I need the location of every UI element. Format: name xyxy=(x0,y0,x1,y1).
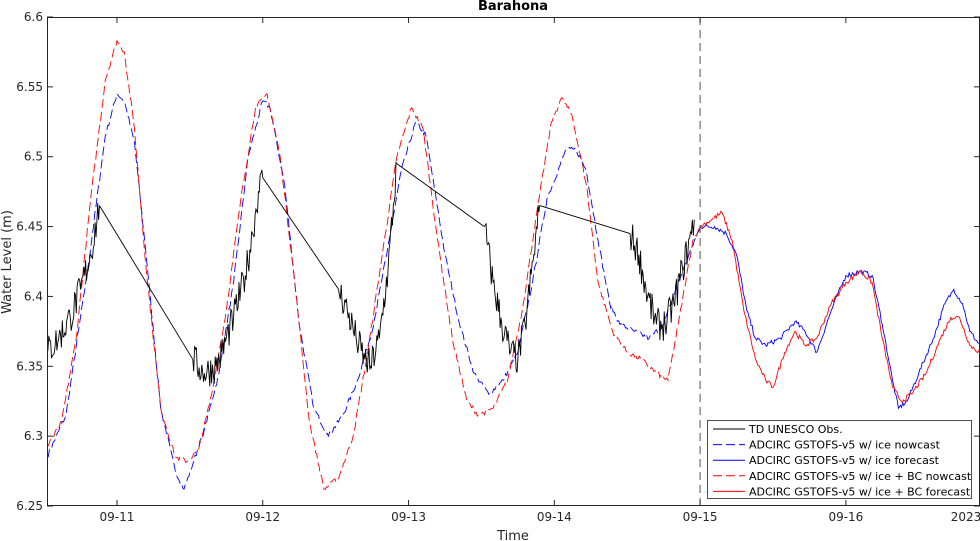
legend-box xyxy=(707,420,972,499)
obs-segment xyxy=(262,177,339,290)
legend: TD UNESCO Obs. ADCIRC GSTOFS-v5 w/ ice no… xyxy=(707,420,972,499)
series-4 xyxy=(699,210,980,404)
legend-label: TD UNESCO Obs. xyxy=(748,423,843,436)
axis-ticks: 09-11 09-12 09-13 09-14 09-15 09-16 6.25 6.3 6.3… xyxy=(16,10,980,524)
obs-segment xyxy=(539,205,631,235)
series-0 xyxy=(47,161,695,387)
obs-segment xyxy=(192,340,223,387)
y-axis-label: Water Level (m) xyxy=(0,210,15,314)
legend-label: ADCIRC GSTOFS-v5 w/ ice + BC forecast xyxy=(749,485,971,498)
legend-label: ADCIRC GSTOFS-v5 w/ ice forecast xyxy=(749,454,940,467)
obs-segment xyxy=(483,205,541,373)
x-axis-label: Time xyxy=(496,529,529,541)
obs-segment xyxy=(99,205,194,360)
y-tick-label: 6.55 xyxy=(16,80,43,94)
series-3 xyxy=(47,39,701,491)
obs-segment xyxy=(338,161,398,373)
x-tick-label: 09-14 xyxy=(537,510,572,524)
series-2 xyxy=(699,224,980,410)
legend-label: ADCIRC GSTOFS-v5 w/ ice + BC nowcast xyxy=(749,470,972,483)
series-1 xyxy=(47,92,701,490)
x-tick-label: 09-13 xyxy=(391,510,426,524)
y-tick-label: 6.6 xyxy=(24,10,43,24)
x-tick-label: 09-12 xyxy=(245,510,280,524)
obs-segment xyxy=(47,203,100,359)
series-line xyxy=(699,224,980,410)
obs-segment xyxy=(396,163,485,227)
series-line xyxy=(699,210,980,404)
x-tick-label: 09-16 xyxy=(828,510,863,524)
y-tick-label: 6.5 xyxy=(24,150,43,164)
obs-segment xyxy=(221,169,264,354)
legend-label: ADCIRC GSTOFS-v5 w/ ice nowcast xyxy=(749,439,941,452)
x-tick-label: 09-11 xyxy=(100,510,135,524)
obs-segment xyxy=(629,219,695,341)
y-tick-label: 6.3 xyxy=(24,429,43,443)
x-tick-label: 09-15 xyxy=(683,510,718,524)
y-tick-label: 6.25 xyxy=(16,499,43,513)
chart-title: Barahona xyxy=(478,0,548,14)
y-tick-label: 6.45 xyxy=(16,220,43,234)
y-tick-label: 6.35 xyxy=(16,359,43,373)
y-tick-label: 6.4 xyxy=(24,289,43,303)
year-label: 2023 xyxy=(951,510,980,524)
series-line xyxy=(47,39,701,491)
series-layer xyxy=(47,39,980,491)
series-line xyxy=(47,92,701,490)
